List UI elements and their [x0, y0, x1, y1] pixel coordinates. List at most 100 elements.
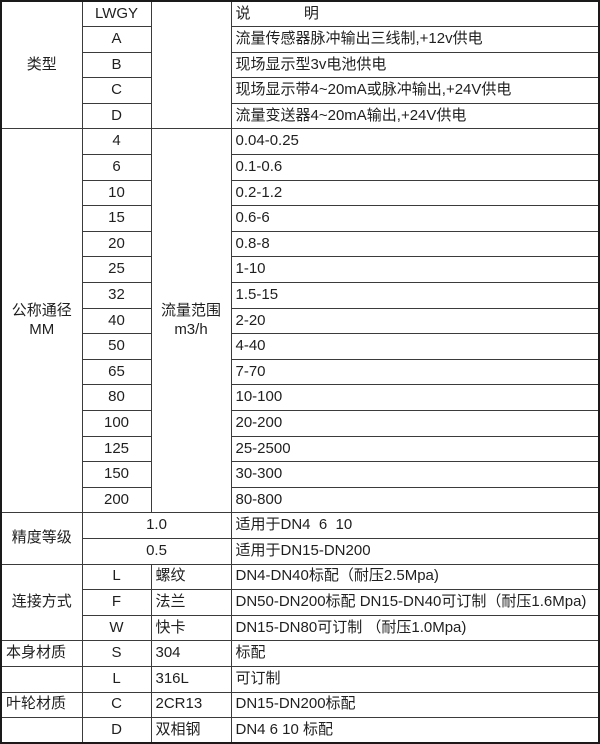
table-row: L 316L 可订制	[0, 665, 600, 693]
table-row: W 快卡 DN15-DN80可订制 （耐压1.0Mpa)	[1, 614, 600, 642]
range-cell: 0.2-1.2	[230, 179, 600, 207]
connection-code-cell: W	[81, 614, 152, 642]
dn-cell: 65	[81, 358, 152, 386]
dn-cell: 50	[81, 333, 152, 360]
material-code-cell: S	[81, 640, 152, 667]
accuracy-desc-cell: 适用于DN4 6 10	[230, 512, 600, 539]
table-row: 精度等级 1.0 适用于DN4 6 10	[0, 512, 600, 565]
range-cell: 0.1-0.6	[230, 154, 600, 181]
type-desc-cell: 流量变送器4~20mA输出,+24V供电	[230, 102, 600, 130]
table-row: A 流量传感器脉冲输出三线制,+12v供电	[1, 26, 600, 53]
model-code-cell: LWGY	[81, 0, 152, 28]
connection-name-cell: 螺纹	[150, 563, 232, 591]
type-spacer-cell	[150, 0, 232, 130]
material-name-cell: 双相钢	[150, 717, 232, 744]
material-code-cell: C	[81, 691, 152, 719]
table-row: 125 25-2500	[1, 435, 600, 463]
material-label-empty	[0, 665, 83, 693]
material-desc-cell: DN15-DN200标配	[230, 691, 600, 719]
type-desc-cell: 现场显示带4~20mA或脉冲输出,+24V供电	[230, 77, 600, 104]
table-row: D 双相钢 DN4 6 10 标配	[0, 717, 600, 744]
table-row: 200 80-800	[1, 486, 600, 514]
table-row: 公称通径 MM 4 流量范围 m3/h 0.04-0.25	[0, 128, 600, 514]
table-row: 25 1-10	[1, 256, 600, 284]
dn-cell: 100	[81, 410, 152, 437]
type-desc-cell: 现场显示型3v电池供电	[230, 51, 600, 79]
dn-cell: 4	[81, 128, 152, 156]
desc-header-cell: 说 明	[230, 0, 600, 28]
dn-cell: 15	[81, 205, 152, 232]
dn-cell: 40	[81, 307, 152, 335]
connection-desc-cell: DN50-DN200标配 DN15-DN40可订制（耐压1.6Mpa)	[230, 589, 600, 616]
range-cell: 10-100	[230, 384, 600, 411]
range-cell: 0.04-0.25	[230, 128, 600, 156]
table-row: B 现场显示型3v电池供电	[1, 51, 600, 79]
accuracy-value-cell: 1.0	[81, 512, 232, 539]
range-cell: 30-300	[230, 461, 600, 488]
type-code-cell: B	[81, 51, 152, 79]
table-row: 0.5 适用于DN15-DN200	[1, 537, 600, 565]
material-desc-cell: 可订制	[230, 665, 600, 693]
dn-cell: 150	[81, 461, 152, 488]
table-row: 叶轮材质 C 2CR13 DN15-DN200标配	[0, 691, 600, 719]
dn-cell: 125	[81, 435, 152, 463]
table-row: 15 0.6-6	[1, 205, 600, 232]
connection-desc-cell: DN4-DN40标配（耐压2.5Mpa)	[230, 563, 600, 591]
table-row: F 法兰 DN50-DN200标配 DN15-DN40可订制（耐压1.6Mpa)	[1, 589, 600, 616]
table-row: 20 0.8-8	[1, 230, 600, 258]
range-cell: 20-200	[230, 410, 600, 437]
table-row: 65 7-70	[1, 358, 600, 386]
material-code-cell: L	[81, 665, 152, 693]
table-row: 50 4-40	[1, 333, 600, 360]
type-code-cell: C	[81, 77, 152, 104]
material-name-cell: 316L	[150, 665, 232, 693]
table-row: 100 20-200	[1, 410, 600, 437]
range-cell: 2-20	[230, 307, 600, 335]
material-code-cell: D	[81, 717, 152, 744]
range-cell: 4-40	[230, 333, 600, 360]
accuracy-desc-cell: 适用于DN15-DN200	[230, 537, 600, 565]
dn-cell: 32	[81, 282, 152, 309]
material-desc-cell: 标配	[230, 640, 600, 667]
accuracy-value-cell: 0.5	[81, 537, 232, 565]
type-code-cell: D	[81, 102, 152, 130]
type-desc-cell: 流量传感器脉冲输出三线制,+12v供电	[230, 26, 600, 53]
impeller-material-label: 叶轮材质	[0, 691, 83, 719]
diameter-section-label: 公称通径 MM	[0, 128, 83, 514]
type-section-label: 类型	[0, 0, 83, 130]
table-row: 80 10-100	[1, 384, 600, 411]
table-row: 类型 LWGY 说 明	[0, 0, 600, 130]
type-code-cell: A	[81, 26, 152, 53]
range-cell: 0.8-8	[230, 230, 600, 258]
range-cell: 0.6-6	[230, 205, 600, 232]
connection-name-cell: 快卡	[150, 614, 232, 642]
connection-section-label: 连接方式	[0, 563, 83, 642]
table-row: 10 0.2-1.2	[1, 179, 600, 207]
range-cell: 25-2500	[230, 435, 600, 463]
dn-cell: 80	[81, 384, 152, 411]
range-cell: 80-800	[230, 486, 600, 514]
range-cell: 7-70	[230, 358, 600, 386]
table-row: D 流量变送器4~20mA输出,+24V供电	[1, 102, 600, 130]
accuracy-section-label: 精度等级	[0, 512, 83, 565]
material-desc-cell: DN4 6 10 标配	[230, 717, 600, 744]
table-row: 32 1.5-15	[1, 282, 600, 309]
dn-cell: 200	[81, 486, 152, 514]
table-row: 150 30-300	[1, 461, 600, 488]
dn-cell: 25	[81, 256, 152, 284]
connection-code-cell: L	[81, 563, 152, 591]
connection-name-cell: 法兰	[150, 589, 232, 616]
dn-cell: 20	[81, 230, 152, 258]
table-row: 连接方式 L 螺纹 DN4-DN40标配（耐压2.5Mpa)	[0, 563, 600, 642]
table-row: 6 0.1-0.6	[1, 154, 600, 181]
dn-cell: 6	[81, 154, 152, 181]
table-row: 40 2-20	[1, 307, 600, 335]
connection-code-cell: F	[81, 589, 152, 616]
dn-cell: 10	[81, 179, 152, 207]
table-row: 本身材质 S 304 标配	[0, 640, 600, 667]
range-cell: 1.5-15	[230, 282, 600, 309]
body-material-label: 本身材质	[0, 640, 83, 667]
material-name-cell: 304	[150, 640, 232, 667]
range-cell: 1-10	[230, 256, 600, 284]
